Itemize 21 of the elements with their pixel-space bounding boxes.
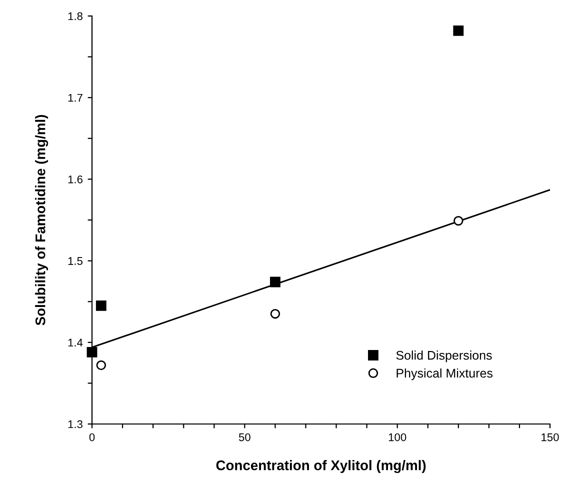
x-tick-label: 0 <box>89 433 95 442</box>
point <box>270 308 280 319</box>
y-tick-label: 1.8 <box>68 12 82 20</box>
y-tick-label: 1.5 <box>68 257 83 265</box>
point <box>453 25 464 36</box>
legend-label: Physical Mixtures <box>396 368 492 380</box>
x-axis-title: Concentration of Xylitol (mg/ml) <box>216 460 426 474</box>
point <box>454 216 464 226</box>
x-tick-label: 150 <box>542 433 559 442</box>
x-tick-label: 100 <box>388 433 406 442</box>
point <box>96 300 106 311</box>
point <box>86 346 98 358</box>
point <box>270 276 280 288</box>
y-tick-label: 1.7 <box>68 94 82 102</box>
x-tick-label: 50 <box>238 433 250 442</box>
y-axis-title: Solubility of Famotidine (mg/ml) <box>35 114 48 326</box>
legend-label: Solid Dispersions <box>396 350 492 362</box>
point <box>96 360 106 370</box>
y-tick-label: 1.6 <box>68 175 82 184</box>
y-tick-label: 1.3 <box>68 420 82 428</box>
y-tick-label: 1.4 <box>68 338 83 346</box>
